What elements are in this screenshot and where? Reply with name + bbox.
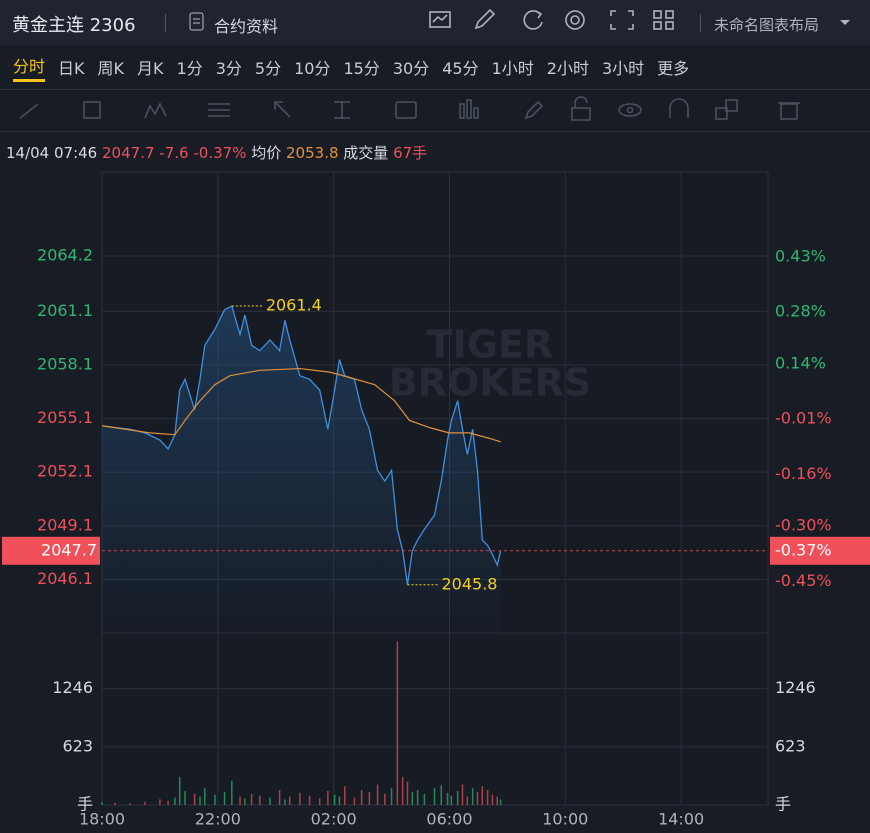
period-tab[interactable]: 3分 [215,59,242,78]
last-pct-label: -0.37% [775,540,832,559]
x-tick-label: 02:00 [311,810,357,829]
x-tick-label: 14:00 [658,810,704,829]
volume-tick-label: 623 [62,736,93,755]
period-tab[interactable]: 2小时 [546,59,589,78]
header-icons[interactable] [428,8,698,38]
y2-tick-label: -0.01% [775,409,832,428]
doc-icon [189,12,204,31]
period-tab[interactable]: 15分 [343,59,380,78]
x-tick-label: 10:00 [542,810,588,829]
layout-name[interactable]: 未命名图表布局 [714,16,820,34]
volume-tick-label: 623 [775,736,806,755]
dropdown-caret [840,20,850,30]
volume: 67手 [393,144,428,162]
last-price-label: 2047.7 [41,540,97,559]
volume-tick-label: 1246 [52,678,93,697]
period-tab[interactable]: 周K [97,59,125,78]
x-tick-label: 18:00 [79,810,125,829]
avg-label: 均价 [251,144,282,162]
last-price-box [2,536,100,565]
annotation-label: 2045.8 [441,574,497,593]
watermark: BROKERS [389,361,592,405]
plot-area [101,171,769,806]
period-tab[interactable]: 更多 [657,59,690,78]
contract-info[interactable]: 合约资料 [214,17,279,36]
volume-tick-label: 1246 [775,678,816,697]
divider [700,14,701,32]
period-tab[interactable]: 分时 [13,53,46,82]
price: 2047.7 [102,144,155,162]
x-tick-label: 22:00 [195,810,241,829]
header: 黄金主连 2306 合约资料 未命名图表布局 [0,0,870,45]
y-tick-label: 2055.1 [37,408,93,427]
annotation-label: 2061.4 [266,296,322,315]
average-line [101,367,501,443]
period-tab[interactable]: 10分 [294,59,331,78]
y-tick-label: 2058.1 [37,354,93,373]
y-tick-label: 2049.1 [37,515,93,534]
period-tab[interactable]: 月K [137,59,164,78]
y2-tick-label: -0.45% [775,571,832,590]
y-tick-label: 2061.1 [37,301,93,320]
drawing-toolbar [0,89,870,132]
period-tab[interactable]: 日K [58,59,85,78]
period-tab[interactable]: 5分 [254,59,282,78]
period-tabs: 分时 日K 周K 月K 1分 3分 5分 10分 15分 30分 45分 1小时 2小时 3小时 更多 [0,45,870,89]
y-tick-label: 2052.1 [37,462,93,481]
divider [165,14,166,32]
info-line: 14/04 07:46 2047.7 -7.6 -0.37% 均价 2053.8… [6,142,427,163]
price-area [102,306,501,633]
watermark: TIGER [427,323,553,367]
toolbar-icons[interactable] [0,90,870,132]
symbol[interactable]: 黄金主连 2306 [12,15,136,36]
price-line [101,305,502,585]
period-tab[interactable]: 1小时 [491,59,534,78]
y2-tick-label: 0.28% [775,302,826,321]
period-tab[interactable]: 1分 [176,59,203,78]
period-tab[interactable]: 45分 [442,59,479,78]
x-tick-label: 06:00 [426,810,472,829]
period-tab[interactable]: 30分 [392,59,430,78]
y2-tick-label: 0.14% [775,353,826,372]
change-pct: -0.37% [193,144,247,162]
y2-tick-label: -0.16% [775,464,832,483]
y-tick-label: 2046.1 [37,569,93,588]
period-tab[interactable]: 3小时 [601,59,645,78]
volume-tick-label: 手 [77,795,93,814]
change: -7.6 [159,144,189,162]
y-tick-label: 2064.2 [37,245,93,264]
avg: 2053.8 [286,144,339,162]
y2-tick-label: 0.43% [775,246,826,265]
last-pct-box [770,536,870,565]
volume-label: 成交量 [343,144,389,162]
volume-tick-label: 手 [775,795,791,814]
y2-tick-label: -0.30% [775,516,832,535]
time: 14/04 07:46 [6,144,98,162]
